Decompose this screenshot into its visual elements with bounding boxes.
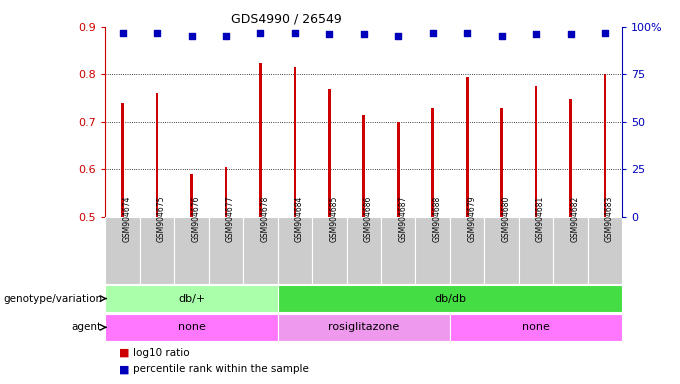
Text: agent: agent: [72, 322, 102, 333]
Text: GSM904683: GSM904683: [605, 196, 614, 242]
Bar: [397, 122, 400, 217]
Bar: [347, 217, 381, 284]
Bar: [105, 285, 277, 313]
Text: log10 ratio: log10 ratio: [133, 348, 189, 358]
Bar: [277, 313, 450, 341]
Text: none: none: [177, 322, 205, 333]
Text: percentile rank within the sample: percentile rank within the sample: [133, 364, 309, 374]
Text: none: none: [522, 322, 550, 333]
Bar: [534, 86, 537, 217]
Bar: [156, 93, 158, 217]
Bar: [415, 217, 450, 284]
Bar: [431, 108, 434, 217]
Point: [255, 30, 266, 36]
Text: GSM904680: GSM904680: [502, 196, 511, 242]
Text: GSM904676: GSM904676: [192, 196, 201, 242]
Point: [600, 30, 611, 36]
Text: GSM904679: GSM904679: [467, 196, 476, 242]
Point: [324, 31, 335, 38]
Point: [462, 30, 473, 36]
Text: GSM904684: GSM904684: [295, 196, 304, 242]
Text: genotype/variation: genotype/variation: [3, 293, 102, 304]
Bar: [105, 313, 277, 341]
Text: GSM904674: GSM904674: [122, 196, 132, 242]
Bar: [484, 217, 519, 284]
Bar: [243, 217, 277, 284]
Text: GSM904686: GSM904686: [364, 196, 373, 242]
Text: GSM904678: GSM904678: [260, 196, 269, 242]
Text: GSM904682: GSM904682: [571, 196, 579, 242]
Point: [530, 31, 541, 38]
Point: [152, 30, 163, 36]
Text: GSM904685: GSM904685: [329, 196, 339, 242]
Bar: [450, 313, 622, 341]
Bar: [190, 174, 193, 217]
Point: [117, 30, 128, 36]
Text: GSM904675: GSM904675: [157, 196, 166, 242]
Bar: [328, 89, 330, 217]
Point: [496, 33, 507, 40]
Bar: [519, 217, 554, 284]
Text: rosiglitazone: rosiglitazone: [328, 322, 399, 333]
Bar: [604, 74, 607, 217]
Bar: [554, 217, 588, 284]
Text: db/db: db/db: [434, 293, 466, 304]
Bar: [174, 217, 209, 284]
Point: [186, 33, 197, 40]
Bar: [569, 99, 572, 217]
Text: GSM904687: GSM904687: [398, 196, 407, 242]
Bar: [588, 217, 622, 284]
Bar: [224, 167, 227, 217]
Point: [220, 33, 231, 40]
Bar: [381, 217, 415, 284]
Point: [290, 30, 301, 36]
Point: [393, 33, 404, 40]
Point: [358, 31, 369, 38]
Bar: [312, 217, 347, 284]
Bar: [259, 63, 262, 217]
Text: db/+: db/+: [178, 293, 205, 304]
Bar: [209, 217, 243, 284]
Bar: [500, 108, 503, 217]
Bar: [105, 217, 140, 284]
Text: GSM904688: GSM904688: [432, 196, 442, 242]
Bar: [140, 217, 174, 284]
Bar: [121, 103, 124, 217]
Bar: [294, 67, 296, 217]
Title: GDS4990 / 26549: GDS4990 / 26549: [231, 13, 341, 26]
Point: [565, 31, 576, 38]
Text: GSM904681: GSM904681: [536, 196, 545, 242]
Point: [427, 30, 438, 36]
Text: ■: ■: [119, 348, 129, 358]
Text: ■: ■: [119, 364, 129, 374]
Bar: [466, 77, 469, 217]
Bar: [362, 115, 365, 217]
Bar: [277, 285, 622, 313]
Bar: [450, 217, 484, 284]
Bar: [277, 217, 312, 284]
Text: GSM904677: GSM904677: [226, 196, 235, 242]
